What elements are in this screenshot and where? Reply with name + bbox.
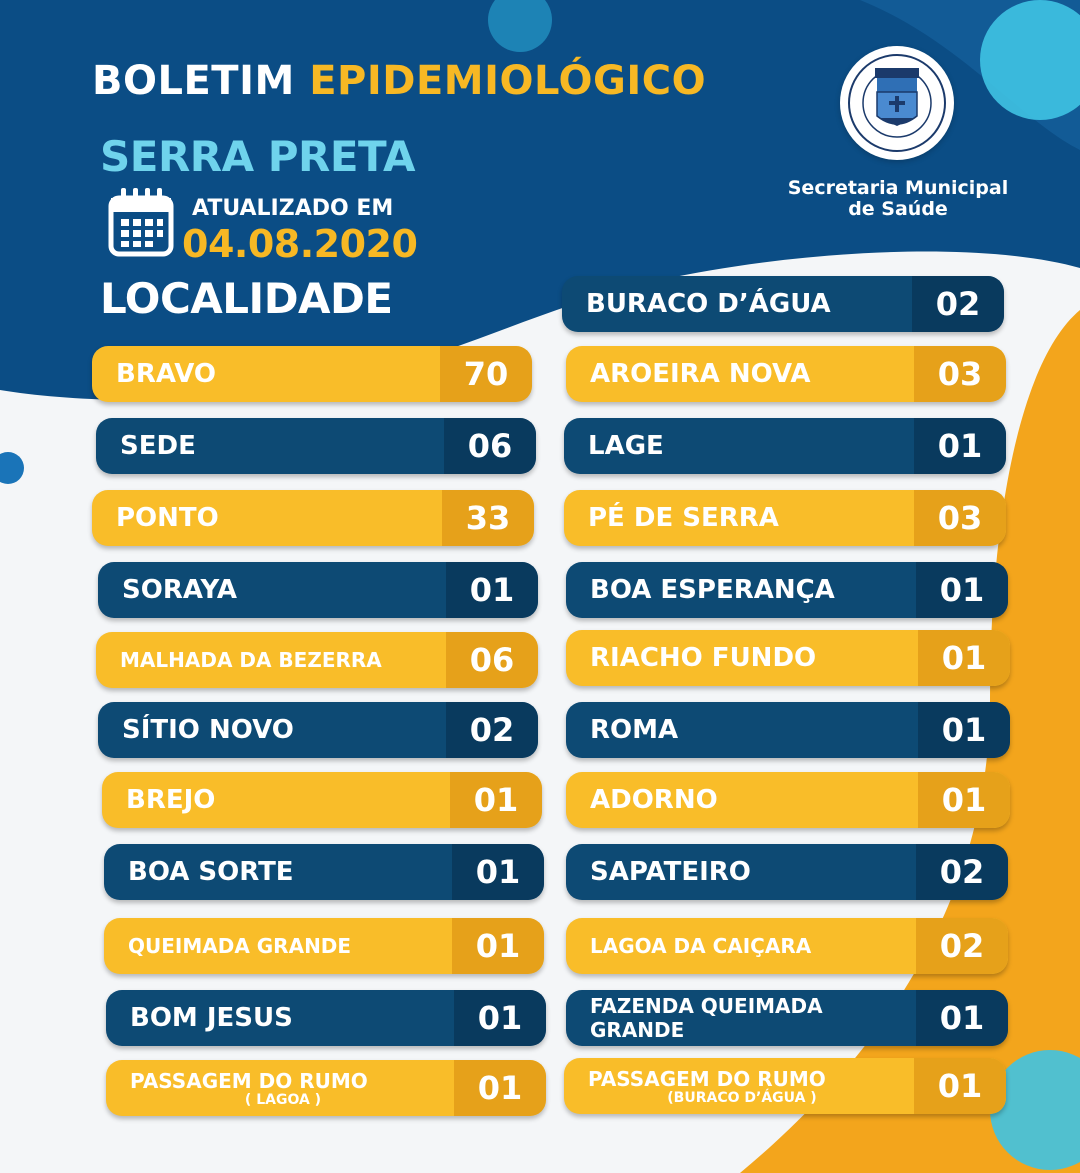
locality-count: 01 (918, 702, 1010, 758)
locality-row: BOA SORTE 01 (104, 844, 544, 900)
locality-name: RIACHO FUNDO (590, 643, 817, 673)
locality-row: PONTO 33 (92, 490, 534, 546)
secretaria-line1: Secretaria Municipal (787, 177, 1009, 199)
locality-name: MALHADA DA BEZERRA (120, 648, 382, 672)
locality-count: 02 (916, 844, 1008, 900)
locality-row: SÍTIO NOVO 02 (98, 702, 538, 758)
locality-name: ROMA (590, 715, 679, 745)
city-name: SERRA PRETA (100, 132, 415, 181)
locality-count: 70 (440, 346, 532, 402)
locality-name: PASSAGEM DO RUMO (BURACO D’ÁGUA ) (588, 1058, 906, 1114)
title-part2: EPIDEMIOLÓGICO (309, 58, 707, 104)
locality-row: ADORNO 01 (566, 772, 1010, 828)
locality-count: 01 (918, 630, 1010, 686)
locality-name-line1: FAZENDA QUEIMADA (590, 994, 823, 1018)
locality-count: 01 (452, 918, 544, 974)
locality-name: FAZENDA QUEIMADA GRANDE (590, 990, 908, 1046)
locality-count: 06 (446, 632, 538, 688)
locality-name: SORAYA (122, 575, 237, 605)
updated-label: ATUALIZADO EM (192, 196, 394, 221)
locality-row: SAPATEIRO 02 (566, 844, 1008, 900)
municipal-seal-logo (840, 46, 954, 160)
locality-row: MALHADA DA BEZERRA 06 (96, 632, 538, 688)
locality-count: 01 (914, 418, 1006, 474)
locality-count: 01 (916, 990, 1008, 1046)
locality-count: 01 (452, 844, 544, 900)
locality-name: BURACO D’ÁGUA (586, 289, 831, 319)
locality-name: LAGE (588, 431, 664, 461)
locality-name: BOA SORTE (128, 857, 294, 887)
locality-name-sub: (BURACO D’ÁGUA ) (667, 1089, 817, 1106)
locality-count: 01 (446, 562, 538, 618)
locality-name: SEDE (120, 431, 196, 461)
locality-count: 01 (454, 990, 546, 1046)
locality-row: PASSAGEM DO RUMO (BURACO D’ÁGUA ) 01 (564, 1058, 1006, 1114)
bulletin-title: BOLETIM EPIDEMIOLÓGICO (92, 58, 706, 104)
locality-count: 01 (916, 562, 1008, 618)
locality-row: SEDE 06 (96, 418, 536, 474)
locality-row: SORAYA 01 (98, 562, 538, 618)
locality-row: RIACHO FUNDO 01 (566, 630, 1010, 686)
locality-count: 03 (914, 490, 1006, 546)
locality-count: 03 (914, 346, 1006, 402)
locality-row: PASSAGEM DO RUMO ( LAGOA ) 01 (106, 1060, 546, 1116)
locality-name: AROEIRA NOVA (590, 359, 811, 389)
locality-row: BOM JESUS 01 (106, 990, 546, 1046)
locality-name: ADORNO (590, 785, 718, 815)
locality-count: 06 (444, 418, 536, 474)
locality-row: LAGE 01 (564, 418, 1006, 474)
locality-row: BRAVO 70 (92, 346, 532, 402)
updated-date: 04.08.2020 (182, 222, 418, 266)
locality-count: 02 (912, 276, 1004, 332)
secretaria-line2: de Saúde (848, 198, 948, 220)
locality-count: 01 (918, 772, 1010, 828)
locality-count: 01 (450, 772, 542, 828)
title-part1: BOLETIM (92, 58, 295, 104)
locality-name-main: PASSAGEM DO RUMO (588, 1066, 826, 1091)
locality-row: BURACO D’ÁGUA 02 (562, 276, 1004, 332)
locality-name: SAPATEIRO (590, 857, 751, 887)
locality-name: SÍTIO NOVO (122, 715, 294, 745)
locality-row: QUEIMADA GRANDE 01 (104, 918, 544, 974)
locality-count: 02 (916, 918, 1008, 974)
locality-name: LAGOA DA CAIÇARA (590, 934, 812, 958)
locality-name: BOA ESPERANÇA (590, 575, 835, 605)
locality-count: 33 (442, 490, 534, 546)
section-heading: LOCALIDADE (100, 274, 393, 323)
locality-count: 01 (454, 1060, 546, 1116)
locality-row: BREJO 01 (102, 772, 542, 828)
locality-count: 02 (446, 702, 538, 758)
secretaria-label: Secretaria Municipal de Saúde (770, 178, 1026, 220)
locality-name-main: PASSAGEM DO RUMO (130, 1068, 368, 1093)
locality-name: PONTO (116, 503, 219, 533)
locality-name: PÉ DE SERRA (588, 503, 779, 533)
locality-name-sub: ( LAGOA ) (244, 1091, 322, 1108)
locality-row: ROMA 01 (566, 702, 1010, 758)
locality-count: 01 (914, 1058, 1006, 1114)
locality-name: PASSAGEM DO RUMO ( LAGOA ) (130, 1060, 446, 1116)
locality-row: BOA ESPERANÇA 01 (566, 562, 1008, 618)
locality-row: PÉ DE SERRA 03 (564, 490, 1006, 546)
calendar-icon (108, 188, 174, 257)
locality-name: BRAVO (116, 359, 216, 389)
locality-row: AROEIRA NOVA 03 (566, 346, 1006, 402)
locality-row: LAGOA DA CAIÇARA 02 (566, 918, 1008, 974)
locality-name: BOM JESUS (130, 1003, 293, 1033)
locality-name-line2: GRANDE (590, 1018, 685, 1042)
locality-name: BREJO (126, 785, 216, 815)
locality-name: QUEIMADA GRANDE (128, 934, 352, 958)
locality-row: FAZENDA QUEIMADA GRANDE 01 (566, 990, 1008, 1046)
